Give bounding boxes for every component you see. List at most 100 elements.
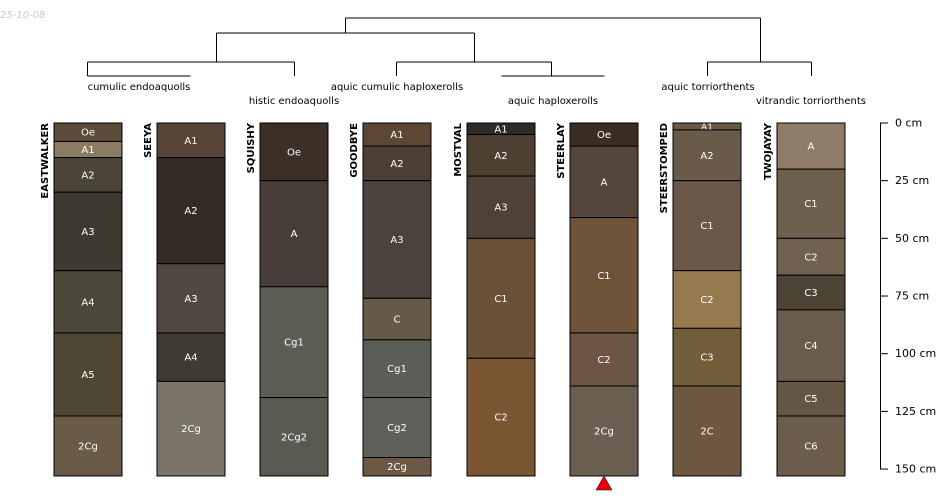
horizon-cg1 <box>362 339 432 399</box>
horizon-a5 <box>53 332 123 417</box>
horizon-label: A3 <box>81 227 94 238</box>
profile-name: STEERSTOMPED <box>659 123 670 213</box>
taxon-label-4: aquic haploxerolls <box>508 96 598 107</box>
horizon-label: 2Cg <box>387 462 407 473</box>
horizon-label: C3 <box>804 288 817 299</box>
horizon-label: C1 <box>494 294 507 305</box>
horizon-2cg <box>156 380 226 477</box>
depth-tick-label: 150 cm <box>895 463 936 476</box>
horizon-oe <box>259 122 329 182</box>
horizon-label: Oe <box>81 128 95 139</box>
dendrogram <box>87 17 812 77</box>
horizon-c2 <box>569 332 639 387</box>
horizon-label: A4 <box>184 353 197 364</box>
horizon-label: 2Cg <box>78 441 98 452</box>
dendrogram-root <box>345 17 761 62</box>
horizon-label: A3 <box>494 203 507 214</box>
horizon-a4 <box>53 270 123 334</box>
horizon-a <box>776 122 846 170</box>
soil-profile: A1 A2 A3 C Cg1 Cg2 2Cg GOODBYE <box>349 122 432 477</box>
horizon-label: C5 <box>804 394 817 405</box>
profile-name: MOSTVAL <box>453 122 464 176</box>
selected-profile-marker <box>595 475 613 491</box>
soil-profile: A1 A2 A3 C1 C2 MOSTVAL <box>453 122 536 477</box>
taxon-label-3: aquic cumulic haploxerolls <box>331 82 463 93</box>
taxon-label-5: aquic torriorthents <box>661 82 754 93</box>
horizon-label: C2 <box>700 295 713 306</box>
horizon-a3 <box>362 180 432 299</box>
horizon-label: C1 <box>804 199 817 210</box>
horizon-label: A2 <box>700 151 713 162</box>
taxon-labels: cumulic endoaquolls histic endoaquolls a… <box>88 82 866 107</box>
dendrogram-branch-left <box>216 32 475 62</box>
horizon-2cg <box>53 415 123 477</box>
horizon-label: A1 <box>184 136 197 147</box>
horizon-label: 2C <box>700 426 713 437</box>
horizon-label: 2Cg2 <box>281 432 307 443</box>
horizon-label: C4 <box>804 341 817 352</box>
horizon-label: C2 <box>494 413 507 424</box>
horizon-c6 <box>776 415 846 477</box>
horizon-label: 2Cg <box>181 424 201 435</box>
horizon-label: A <box>601 177 608 188</box>
horizon-label: C6 <box>804 441 817 452</box>
depth-tick-label: 25 cm <box>895 174 929 187</box>
taxon-label-2: histic endoaquolls <box>249 96 339 107</box>
dendrogram-branch-torriorthents <box>707 61 812 76</box>
horizon-label: 2Cg <box>594 426 614 437</box>
horizon-c5 <box>776 380 846 417</box>
horizon-label: C <box>394 315 401 326</box>
depth-axis: 0 cm 25 cm 50 cm 75 cm 100 cm 125 cm 150 cm <box>880 117 936 476</box>
profile-name: EASTWALKER <box>40 123 51 199</box>
horizon-label: A4 <box>81 297 94 308</box>
horizon-label: Oe <box>597 130 611 141</box>
horizon-c1 <box>569 217 639 334</box>
horizon-a3 <box>466 175 536 239</box>
dendrogram-branch-aquolls <box>87 61 295 76</box>
horizon-2cg <box>569 385 639 477</box>
depth-tick-label: 0 cm <box>895 117 922 130</box>
horizon-2cg2 <box>259 397 329 477</box>
horizon-c <box>362 297 432 341</box>
horizon-a <box>259 180 329 288</box>
profiles: Oe A1 A2 A3 A4 A5 2Cg EASTWALKER A1 A2 A3 A4 2Cg SEEY… <box>40 122 846 477</box>
horizon-label: A2 <box>494 151 507 162</box>
horizon-a2 <box>362 145 432 182</box>
date-stamp: 25-10-08 <box>0 10 45 21</box>
horizon-label: Oe <box>287 147 301 158</box>
horizon-c3 <box>776 274 846 311</box>
horizon-c2 <box>776 237 846 276</box>
horizon-label: C1 <box>597 271 610 282</box>
horizon-label: A1 <box>81 145 94 156</box>
horizon-c1 <box>776 168 846 239</box>
horizon-label: Cg1 <box>387 364 407 375</box>
horizon-label: A2 <box>81 170 94 181</box>
horizon-c4 <box>776 309 846 382</box>
horizon-a2 <box>53 157 123 193</box>
soil-profile: Oe A C1 C2 2Cg STEERLAY <box>556 122 639 477</box>
horizon-a3 <box>156 263 226 334</box>
horizon-label: C2 <box>597 355 610 366</box>
horizon-c2 <box>466 357 536 477</box>
depth-tick-label: 100 cm <box>895 347 936 360</box>
horizon-c3 <box>672 327 742 387</box>
horizon-label: C1 <box>700 221 713 232</box>
profile-name: STEERLAY <box>556 122 567 179</box>
horizon-cg2 <box>362 397 432 459</box>
profile-name: GOODBYE <box>349 123 360 178</box>
horizon-label: Cg1 <box>284 338 304 349</box>
horizon-label: A <box>808 142 815 153</box>
profile-name: SQUISHY <box>246 122 257 173</box>
depth-tick-label: 125 cm <box>895 405 936 418</box>
soil-profile: Oe A1 A2 A3 A4 A5 2Cg EASTWALKER <box>40 122 123 477</box>
horizon-label: A2 <box>184 206 197 217</box>
horizon-label: C3 <box>700 353 713 364</box>
horizon-label: A1 <box>494 124 507 135</box>
horizon-a3 <box>53 191 123 272</box>
horizon-c2 <box>672 270 742 329</box>
soil-profile: A1 A2 C1 C2 C3 2C STEERSTOMPED <box>659 122 742 477</box>
horizon-label: Cg2 <box>387 423 407 434</box>
horizon-label: A1 <box>390 130 403 141</box>
profile-name: TWOJAYAY <box>763 122 774 180</box>
soil-profile: A1 A2 A3 A4 2Cg SEEYA <box>143 122 226 477</box>
